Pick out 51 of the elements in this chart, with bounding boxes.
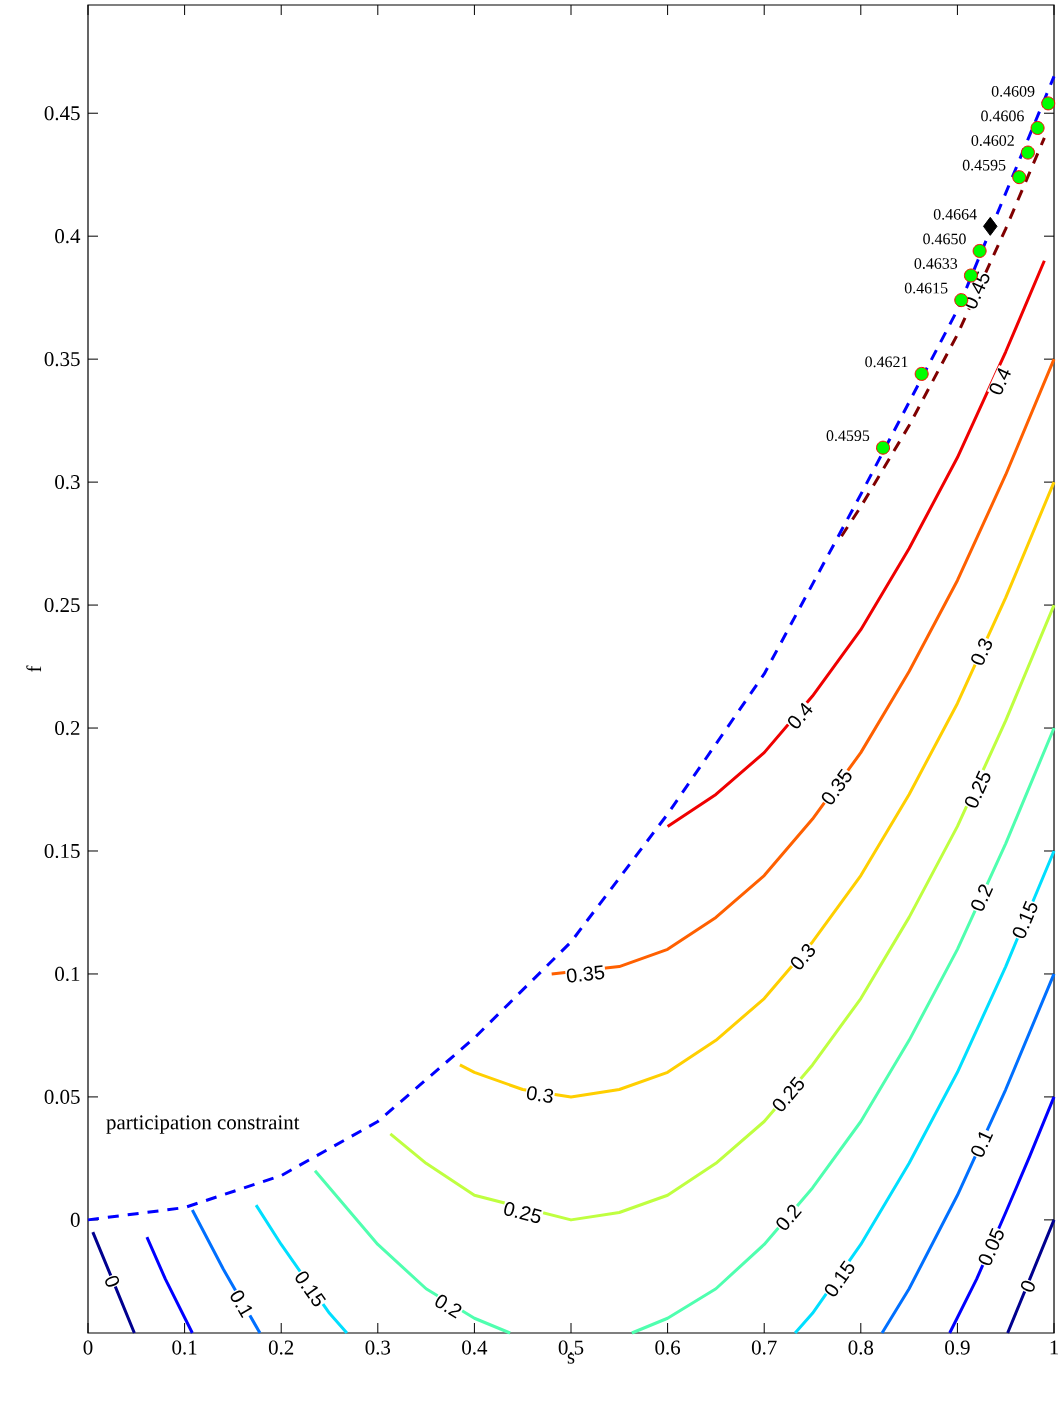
- x-axis-title: s: [567, 1353, 575, 1364]
- annotation: 0.4650: [923, 233, 966, 245]
- annotation: 0.4609: [991, 85, 1035, 97]
- x-tick-label: 0.2: [268, 1340, 294, 1355]
- y-tick-label: 0.25: [44, 597, 80, 613]
- x-tick-label: 0.5: [558, 1340, 584, 1355]
- annotation: 0.4606: [981, 110, 1024, 122]
- annotation: 0.4: [989, 368, 1011, 395]
- annotation: 0.4595: [962, 159, 1006, 171]
- annotation: 0.3: [526, 1086, 554, 1103]
- annotation: 0.1: [971, 1132, 994, 1157]
- y-tick-label: 0.45: [44, 106, 80, 121]
- x-tick-label: 0.7: [751, 1340, 777, 1355]
- annotation: 0: [1021, 1280, 1035, 1292]
- annotation: 0.4621: [865, 356, 908, 368]
- annotation: 0.4: [788, 702, 813, 729]
- y-axis-title: f: [26, 665, 42, 672]
- annotation: 0.25: [504, 1202, 542, 1223]
- y-tick-label: 0.4: [55, 229, 81, 244]
- annotation: 0.2: [776, 1204, 802, 1230]
- y-tick-label: 0: [70, 1212, 80, 1227]
- annotation: 0.2: [971, 884, 994, 911]
- annotation: participation constraint: [106, 1115, 300, 1134]
- annotation: 0.35: [566, 965, 605, 983]
- annotation: 0.4664: [933, 208, 977, 220]
- annotation: 0.4595: [826, 430, 870, 442]
- annotation: 0.15: [1012, 900, 1038, 939]
- x-tick-label: 0.8: [848, 1340, 874, 1355]
- annotation: 0.4633: [914, 258, 958, 269]
- x-tick-label: 0.3: [365, 1340, 391, 1355]
- annotation: 0.2: [435, 1294, 462, 1319]
- x-tick-label: 0: [83, 1340, 93, 1355]
- y-tick-label: 0.3: [55, 475, 80, 490]
- annotation: 0.3: [790, 944, 816, 970]
- x-tick-label: 1: [1050, 1340, 1058, 1355]
- y-tick-label: 0.35: [44, 352, 80, 367]
- y-tick-label: 0.1: [55, 966, 80, 982]
- annotation: 0.05: [978, 1227, 1004, 1266]
- y-tick-label: 0.15: [44, 843, 80, 859]
- annotation: 0.25: [965, 770, 991, 808]
- annotation: 0.4602: [971, 135, 1014, 146]
- x-tick-label: 0.6: [655, 1340, 681, 1355]
- annotation: 0.1: [230, 1290, 253, 1319]
- annotation: 0.3: [971, 638, 993, 665]
- x-tick-label: 0.1: [172, 1340, 197, 1355]
- annotation: 0.4615: [904, 282, 948, 294]
- y-tick-label: 0.05: [44, 1089, 80, 1105]
- annotation: 0: [105, 1275, 120, 1287]
- x-tick-label: 0.9: [945, 1340, 970, 1355]
- y-tick-label: 0.2: [55, 720, 80, 736]
- x-tick-label: 0.4: [462, 1340, 488, 1355]
